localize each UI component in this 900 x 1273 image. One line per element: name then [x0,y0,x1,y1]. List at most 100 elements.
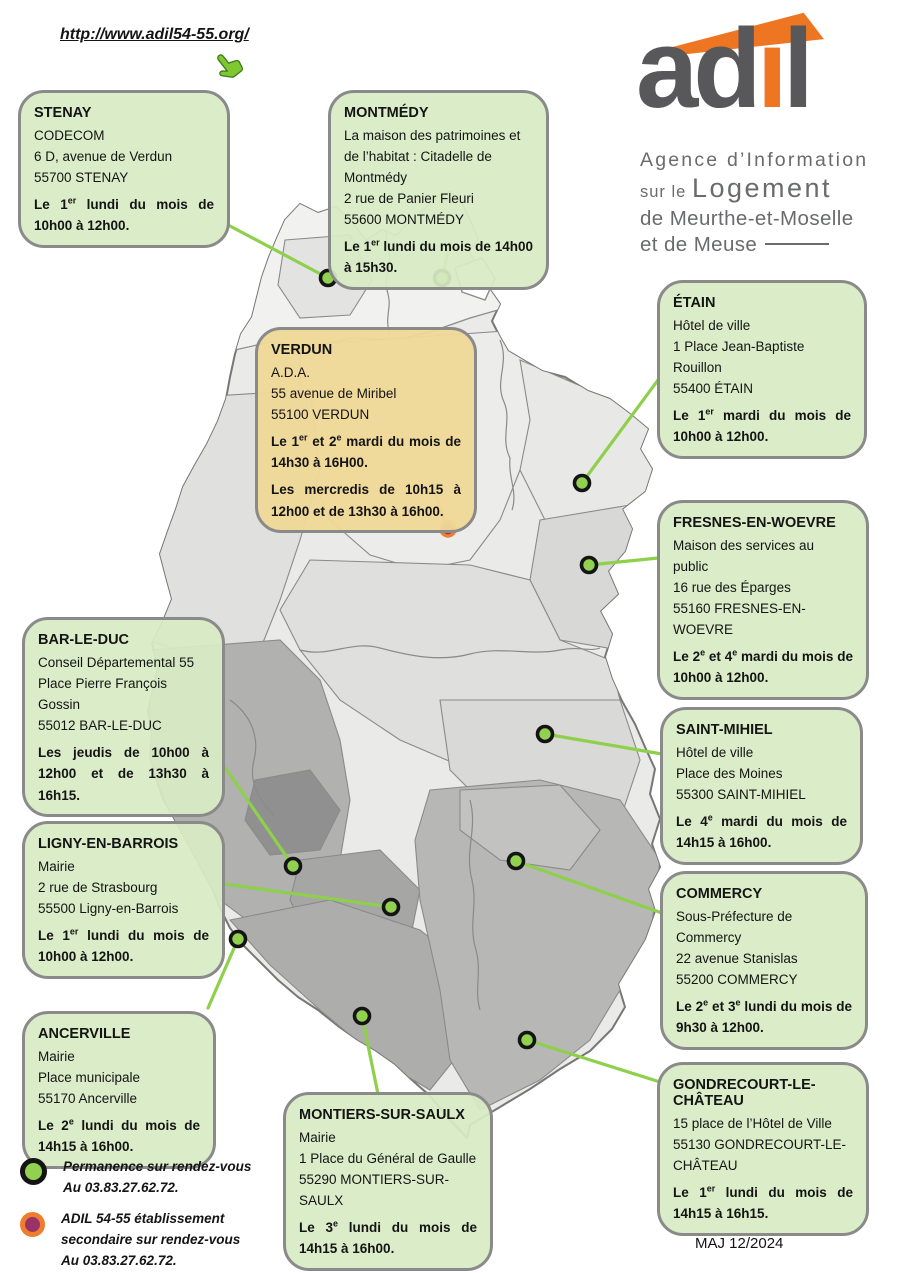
connector-montiers [360,1014,380,1096]
callout-title: VERDUN [271,342,333,358]
callout-address-line: Mairie [299,1130,336,1145]
callout-address-line: 55290 MONTIERS-SUR-SAULX [299,1171,450,1208]
marker-montiers [352,1006,372,1026]
callout-stenay: STENAY CODECOM 6 D, avenue de Verdun 55700 … [18,90,230,248]
callout-fresnes: FRESNES-EN-WOEVRE Maison des services au … [657,500,869,700]
legend-text: ADIL 54-55 établissement secondaire sur r… [61,1211,241,1268]
connector-ancerville [206,937,240,1010]
callout-title: BAR-LE-DUC [38,632,130,648]
callout-address-line: 55500 Ligny-en-Barrois [38,900,179,916]
callout-address-line: 55012 BAR-LE-DUC [38,717,162,733]
callout-commercy: COMMERCY Sous-Préfecture de Commercy 22 av… [660,871,868,1050]
callout-address-line: 6 D, avenue de Verdun [34,148,173,164]
adil-logo: adil Agence d’Information sur le Logemen… [628,6,896,257]
callout-address-line: Mairie [38,1049,75,1064]
marker-etain [572,473,592,493]
connector-stenay [228,224,330,280]
callout-address-line: Place des Moines [676,765,783,781]
logo-letter-i: i [756,6,788,131]
callout-address-line: 2 rue de Panier Fleuri [344,190,474,206]
callout-schedule: Le 2e et 4e mardi du mois de 10h00 à 12h… [673,647,854,686]
callout-address-line: Mairie [38,859,75,874]
callout-address-line: 55700 STENAY [34,169,129,185]
connector-saintmihiel [543,732,664,756]
callout-schedule: Le 1er lundi du mois de 14h00 à 15h30. [344,237,534,276]
callout-address-line: 55130 GONDRECOURT-LE-CHÂTEAU [673,1136,847,1173]
connector-barleduc [213,751,295,868]
connector-lines [206,224,664,1096]
callout-address-line: 55600 MONTMÉDY [344,211,465,227]
logo-subtitle-line3: de Meurthe-et-Moselle [640,207,854,231]
callout-title: LIGNY-EN-BARROIS [38,836,179,852]
callout-schedule: Le 3e lundi du mois de 14h15 à 16h00. [299,1218,478,1257]
callout-title: ÉTAIN [673,295,716,311]
website-link[interactable]: http://www.adil54-55.org/ [60,26,249,43]
callout-title: STENAY [34,105,92,121]
logo-subtitle-line1: Agence d’Information [640,149,869,171]
callout-schedule: Le 2e et 3e lundi du mois de 9h30 à 12h0… [676,997,853,1036]
callout-address-line: Place Pierre François Gossin [38,675,168,712]
callout-address-line: Place municipale [38,1069,141,1085]
marker-commercy [506,851,526,871]
logo-subtitle-line2: sur le Logement [640,173,833,204]
callout-address-line: Conseil Départemental 55 [38,655,195,670]
callout-ancerville: ANCERVILLE Mairie Place municipale 55170 An… [22,1011,216,1169]
callout-address-line: Hôtel de ville [673,318,751,333]
callout-address-line: Hôtel de ville [676,745,754,760]
callout-address-line: 2 rue de Strasbourg [38,879,158,895]
marker-saintmihiel [535,724,555,744]
callout-schedule: Le 4e mardi du mois de 14h15 à 16h00. [676,812,847,851]
marker-fresnes [579,555,599,575]
logo-subtitle-line4: et de Meuse [640,232,896,258]
callout-montmedy: MONTMÉDY La maison des patrimoines et de … [328,90,549,290]
connector-ligny [222,882,393,909]
marker-gondrecourt [517,1030,537,1050]
legend-text: Permanence sur rendez-vous Au 03.83.27.62… [63,1159,252,1195]
callout-address-line: CODECOM [34,128,105,143]
connector-etain [580,378,660,485]
callout-address-line: 1 Place du Général de Gaulle [299,1150,477,1166]
callout-schedule: Les mercredis de 10h15 à 12h00 et de 13h… [271,481,461,519]
callout-etain: ÉTAIN Hôtel de ville 1 Place Jean-Baptiste… [657,280,867,459]
callout-schedule: Le 1er mardi du mois de 10h00 à 12h00. [673,406,851,445]
callout-address-line: 55400 ÉTAIN [673,380,754,396]
callout-address-line: 55100 VERDUN [271,406,370,422]
callout-address-line: La maison des patrimoines et de l’habita… [344,128,521,185]
cursor-hand-icon [217,54,244,78]
legend-item-secondaire: ADIL 54-55 établissement secondaire sur r… [20,1208,251,1271]
logo-subtitle: Agence d’Information sur le Logement de … [640,148,896,257]
callout-address-line: 22 avenue Stanislas [676,950,798,966]
marker-ligny [381,897,401,917]
last-updated: MAJ 12/2024 [695,1235,784,1252]
logo-underline-rule [765,242,830,245]
logo-roof-icon [672,12,824,56]
marker-ancerville [228,929,248,949]
callout-gondrecourt: GONDRECOURT-LE-CHÂTEAU 15 place de l’Hôte… [657,1062,869,1236]
callout-address-line: 55160 FRESNES-EN-WOEVRE [673,600,806,637]
connector-gondrecourt [525,1038,662,1084]
callout-address-line: Sous-Préfecture de Commercy [676,909,793,945]
callout-address-line: 15 place de l’Hôtel de Ville [673,1116,832,1131]
callout-schedule: Le 1er lundi du mois de 10h00 à 12h00. [38,926,210,965]
callout-title: ANCERVILLE [38,1026,131,1042]
callout-address-line: Maison des services au public [673,538,815,574]
callout-montiers: MONTIERS-SUR-SAULX Mairie 1 Place du Génér… [283,1092,493,1271]
callout-title: MONTIERS-SUR-SAULX [299,1107,465,1123]
callout-title: MONTMÉDY [344,105,429,121]
callout-title: GONDRECOURT-LE-CHÂTEAU [673,1077,816,1109]
callout-address-line: 55170 Ancerville [38,1090,138,1106]
callout-address-line: A.D.A. [271,365,311,380]
logo-wordmark: adil [636,6,814,131]
callout-address-line: 55 avenue de Miribel [271,385,397,401]
callout-address-line: 55200 COMMERCY [676,971,798,987]
callout-schedule: Les jeudis de 10h00 à 12h00 et de 13h30 … [38,744,209,803]
callout-schedule: Le 1er lundi du mois de 10h00 à 12h00. [34,195,215,234]
callout-schedule: Le 2e lundi du mois de 14h15 à 16h00. [38,1116,201,1155]
legend-secondaire-marker-icon [20,1212,45,1237]
legend-permanence-marker-icon [20,1158,47,1185]
legend-item-permanence: Permanence sur rendez-vous Au 03.83.27.62… [20,1156,251,1198]
callout-schedule: Le 1er lundi du mois de 14h15 à 16h15. [673,1183,854,1222]
callout-schedule: Le 1er et 2e mardi du mois de 14h30 à 16… [271,432,461,471]
callout-title: FRESNES-EN-WOEVRE [673,515,836,531]
